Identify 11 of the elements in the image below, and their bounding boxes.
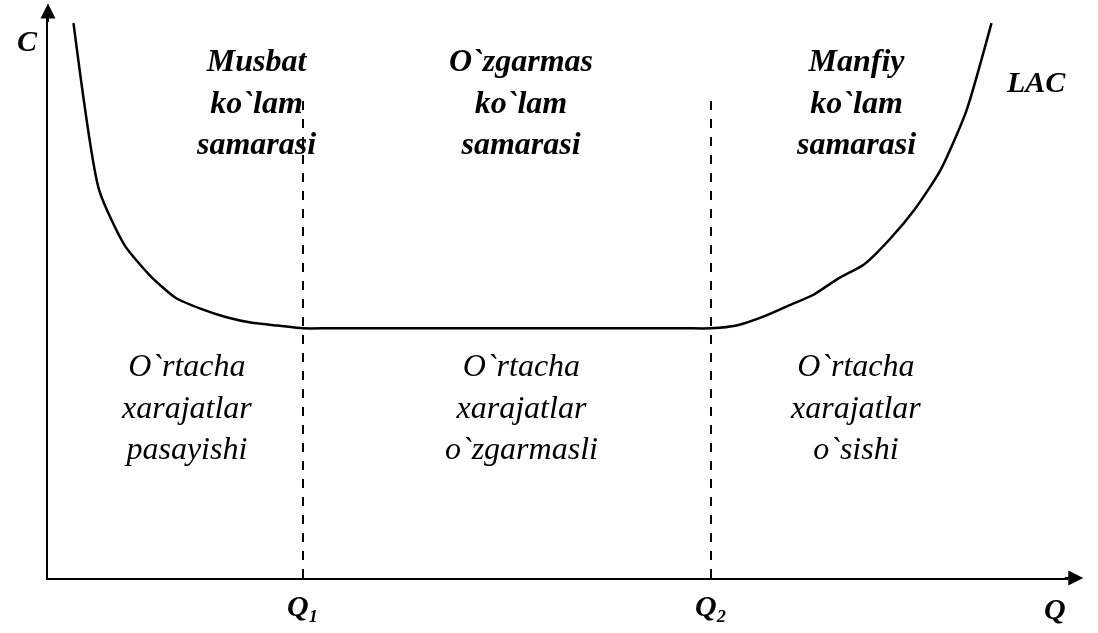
annotation: O`zgarmas ko`lam samarasi <box>449 42 594 162</box>
x-axis-title: Q <box>1044 592 1066 625</box>
annotation: Manfiy ko`lam samarasi <box>796 42 917 162</box>
series-label: LAC <box>1006 65 1067 98</box>
y-axis-title: C <box>17 24 38 57</box>
annotation: O`rtacha xarajatlar pasayishi <box>121 347 253 467</box>
x-tick-label: Q₂ <box>694 589 728 622</box>
annotation: O`rtacha xarajatlar o`zgarmasli <box>445 347 598 467</box>
annotation: O`rtacha xarajatlar o`sishi <box>790 347 922 467</box>
annotation: Musbat ko`lam samarasi <box>196 42 317 162</box>
x-tick-label: Q₁ <box>286 589 320 622</box>
